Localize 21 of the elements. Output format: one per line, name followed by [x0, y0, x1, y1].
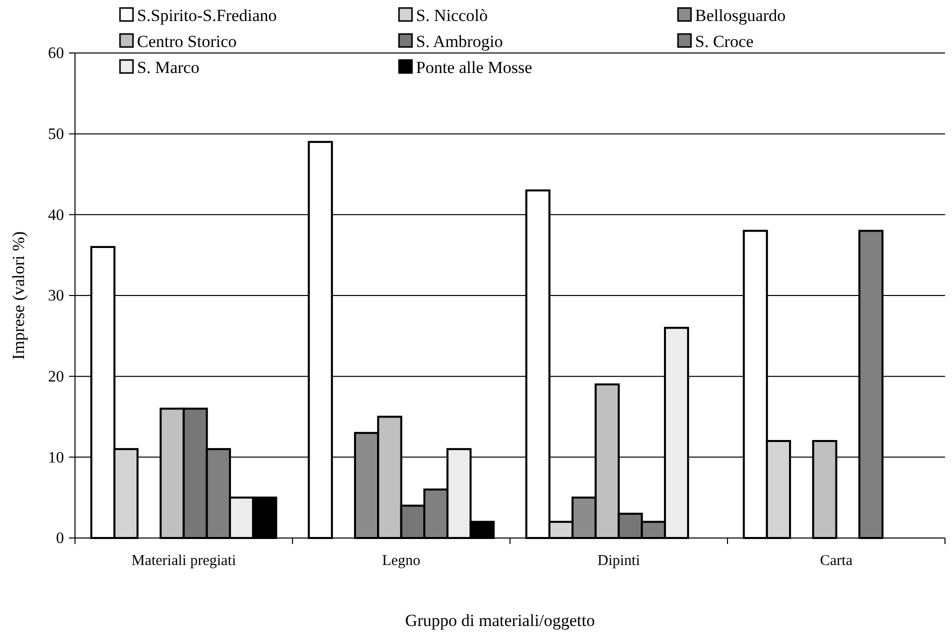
x-tick-label: Materiali pregiati [131, 553, 236, 569]
y-tick-label: 40 [48, 206, 64, 224]
y-axis-title: Imprese (valori %) [9, 231, 28, 360]
y-tick-label: 60 [48, 45, 64, 62]
legend-label: Centro Storico [137, 32, 237, 51]
x-tick-label: Legno [382, 553, 420, 569]
legend-label: S.Spirito-S.Frediano [137, 6, 277, 25]
x-tick-label: Dipinti [597, 553, 640, 569]
legend-label: S. Marco [137, 58, 200, 77]
y-tick-label: 0 [56, 530, 64, 548]
legend-label: Bellosguardo [695, 6, 786, 25]
legend-label: S. Ambrogio [416, 32, 503, 51]
y-tick-label: 20 [48, 368, 64, 386]
legend-label: Ponte alle Mosse [416, 58, 532, 77]
y-tick-label: 10 [48, 449, 64, 466]
legend-label: S. Croce [695, 32, 754, 51]
x-tick-label: Carta [820, 553, 853, 569]
y-tick-label: 30 [48, 288, 64, 305]
y-tick-label: 50 [48, 126, 64, 143]
x-axis-title: Gruppo di materiali/oggetto [405, 611, 595, 630]
legend-label: S. Niccolò [416, 6, 488, 25]
